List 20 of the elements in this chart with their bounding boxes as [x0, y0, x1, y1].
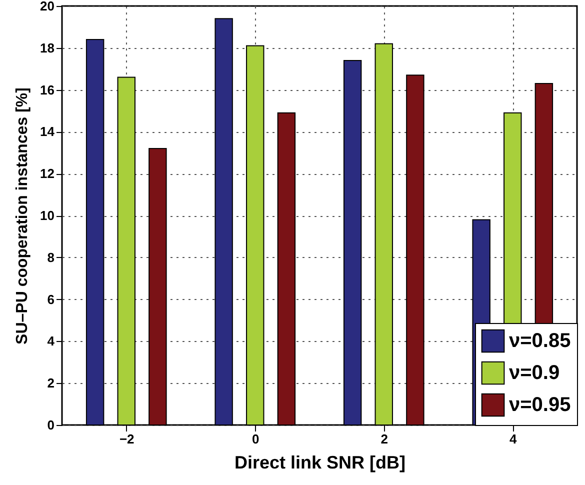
y-axis-title: SU–PU cooperation instances [%] [14, 88, 32, 344]
y-tick-label: 18 [40, 40, 54, 56]
legend-label: ν=0.85 [509, 330, 571, 352]
y-tick-label: 16 [40, 82, 54, 98]
y-tick-label: 14 [40, 124, 56, 140]
y-tick-label: 2 [47, 376, 54, 391]
x-tick-label: −2 [119, 432, 134, 446]
y-tick-label: 4 [47, 334, 56, 349]
y-tick-label: 20 [40, 0, 54, 14]
y-tick-label: 12 [40, 166, 54, 182]
x-tick-label: 4 [510, 432, 518, 446]
legend-label: ν=0.9 [509, 362, 560, 384]
y-tick-label: 10 [40, 208, 54, 223]
y-tick-label: 6 [47, 292, 54, 307]
y-tick-label: 8 [47, 250, 54, 265]
y-tick-label: 0 [47, 418, 54, 432]
x-axis-title: Direct link SNR [dB] [234, 452, 406, 472]
legend-label: ν=0.95 [509, 394, 571, 416]
x-tick-label: 2 [380, 432, 388, 446]
x-tick-label: 0 [252, 432, 260, 446]
